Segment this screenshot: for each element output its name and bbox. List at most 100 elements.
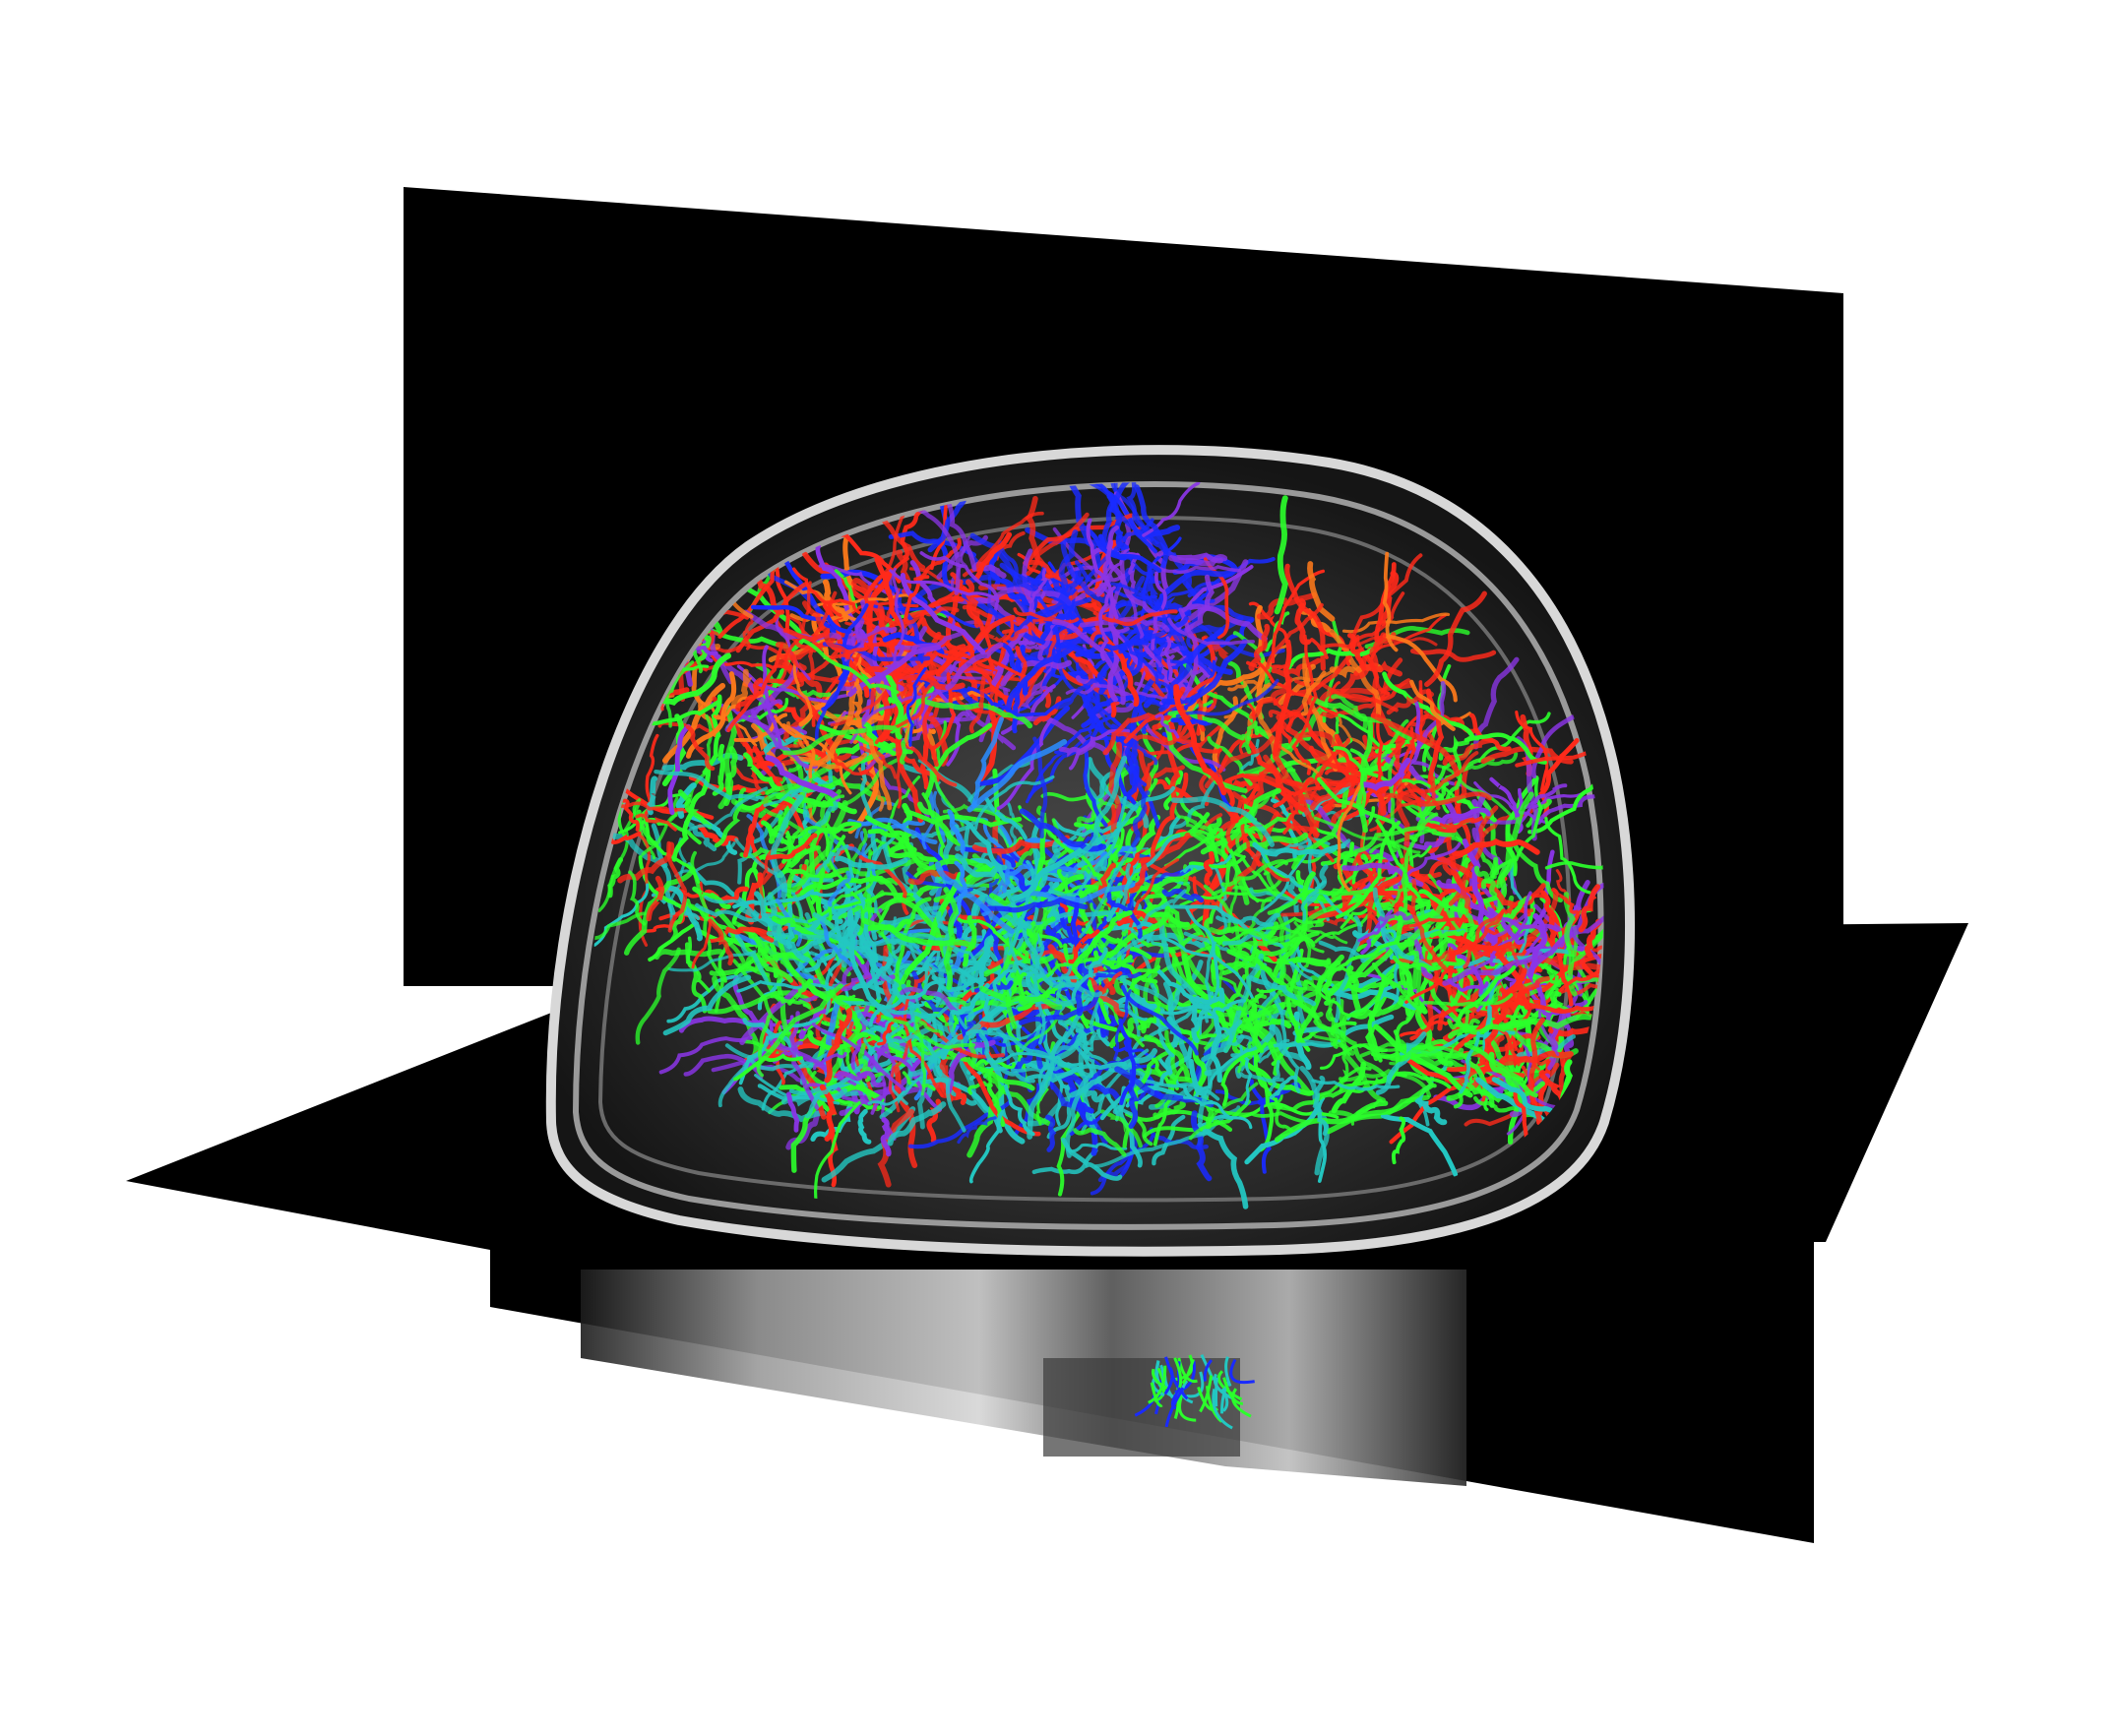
- fiber-streamline: [1010, 629, 1068, 715]
- fiber-streamline: [1184, 816, 1223, 835]
- fiber-streamline: [1391, 1116, 1406, 1165]
- fiber-streamline: [1563, 892, 1578, 997]
- fiber-streamline: [1527, 880, 1590, 973]
- fiber-streamline: [834, 569, 858, 610]
- fiber-streamline: [1163, 981, 1192, 1069]
- fiber-streamline: [1333, 746, 1367, 815]
- fiber-streamline: [770, 1020, 786, 1085]
- fiber-streamline: [887, 1101, 947, 1147]
- fiber-streamline: [742, 741, 770, 772]
- fiber-streamline: [875, 909, 899, 961]
- fiber-streamline: [1558, 967, 1604, 993]
- fiber-streamline: [1113, 989, 1132, 1061]
- fiber-streamline: [1375, 819, 1424, 906]
- fiber-streamline: [1209, 926, 1279, 942]
- fiber-streamline: [1215, 915, 1275, 927]
- fiber-streamline: [1236, 904, 1338, 952]
- fiber-streamline: [812, 1051, 847, 1071]
- fiber-streamline: [1125, 1109, 1233, 1132]
- fiber-streamline: [968, 674, 986, 734]
- fiber-streamline: [770, 794, 804, 899]
- fiber-streamline: [1353, 928, 1398, 939]
- fiber-streamline: [937, 998, 974, 1021]
- fiber-streamline: [1184, 574, 1215, 633]
- fiber-streamline: [1220, 1041, 1268, 1107]
- fiber-streamline: [1255, 954, 1284, 1034]
- fiber-streamline: [671, 767, 712, 862]
- fiber-streamline: [1027, 1033, 1083, 1140]
- fiber-streamline: [1311, 1079, 1401, 1091]
- fiber-streamline: [1269, 1075, 1297, 1100]
- fiber-streamline: [1195, 1096, 1311, 1124]
- fiber-streamline: [736, 979, 835, 993]
- fiber-streamline: [1092, 609, 1178, 627]
- fiber-streamline: [1095, 525, 1120, 597]
- fiber-streamline: [724, 1043, 827, 1072]
- fiber-streamline: [876, 604, 901, 698]
- fiber-streamline: [834, 753, 874, 778]
- fiber-streamline: [979, 897, 1089, 913]
- fiber-streamline: [896, 673, 949, 767]
- fiber-streamline: [898, 505, 961, 595]
- fiber-streamline: [946, 995, 1025, 1010]
- fiber-streamline: [921, 792, 948, 867]
- fiber-streamline: [979, 985, 1063, 1011]
- fiber-streamline: [1073, 1127, 1127, 1157]
- fiber-streamline: [1083, 526, 1162, 574]
- fiber-streamline: [1053, 624, 1096, 704]
- fiber-streamline: [1410, 878, 1453, 975]
- fiber-streamline: [969, 532, 1041, 599]
- fiber-streamline: [743, 752, 781, 791]
- fiber-streamline: [646, 875, 665, 922]
- fiber-streamline: [1150, 772, 1189, 859]
- fiber-streamline: [1430, 775, 1441, 811]
- fiber-streamline: [960, 1050, 1041, 1137]
- fiber-streamline: [1408, 940, 1420, 990]
- fiber-streamline: [790, 1079, 838, 1173]
- fiber-streamline: [1216, 1370, 1243, 1401]
- fiber-streamline: [1028, 568, 1047, 604]
- fiber-streamline: [684, 942, 708, 1014]
- fiber-streamline: [1101, 481, 1142, 547]
- fiber-streamline: [743, 795, 770, 858]
- fiber-streamline: [929, 964, 962, 975]
- fiber-streamline: [820, 919, 853, 967]
- fiber-streamline: [1249, 1079, 1272, 1174]
- fiber-streamline: [1212, 1389, 1233, 1430]
- fiber-streamline: [861, 917, 976, 950]
- fiber-streamline: [935, 651, 1036, 680]
- fiber-streamline: [963, 541, 1036, 637]
- fiber-streamline: [762, 645, 782, 749]
- fiber-streamline: [785, 824, 862, 839]
- fiber-streamline: [667, 950, 757, 972]
- fiber-streamline: [782, 627, 831, 643]
- fiber-streamline: [1335, 864, 1389, 919]
- fiber-streamline: [824, 1007, 852, 1084]
- fiber-streamline: [1379, 571, 1400, 627]
- fiber-streamline: [1086, 518, 1119, 620]
- fiber-streamline: [881, 945, 896, 1051]
- fiber-streamline: [1257, 1076, 1282, 1110]
- fiber-streamline: [1382, 634, 1458, 703]
- fiber-streamline: [1401, 812, 1439, 909]
- fiber-streamline: [880, 1117, 892, 1157]
- fiber-streamline: [1414, 1097, 1448, 1126]
- fiber-streamline: [1137, 1003, 1161, 1031]
- fiber-streamline: [1075, 639, 1150, 657]
- fiber-streamline: [1256, 591, 1317, 620]
- fiber-streamline: [898, 606, 960, 635]
- fiber-streamline: [1075, 1027, 1093, 1060]
- fiber-streamline: [802, 600, 851, 660]
- fiber-streamline: [1329, 940, 1399, 976]
- fiber-streamline: [1464, 732, 1547, 765]
- fiber-streamline: [688, 786, 769, 832]
- fiber-streamline: [929, 481, 958, 571]
- fiber-streamline: [763, 770, 815, 808]
- fiber-streamline: [738, 1017, 821, 1085]
- fiber-streamline: [904, 808, 1023, 828]
- fiber-streamline: [841, 972, 897, 992]
- fiber-streamline: [1285, 694, 1312, 732]
- fiber-streamline: [1188, 855, 1246, 869]
- fiber-streamline: [1150, 1382, 1163, 1407]
- fiber-streamline: [991, 625, 1028, 686]
